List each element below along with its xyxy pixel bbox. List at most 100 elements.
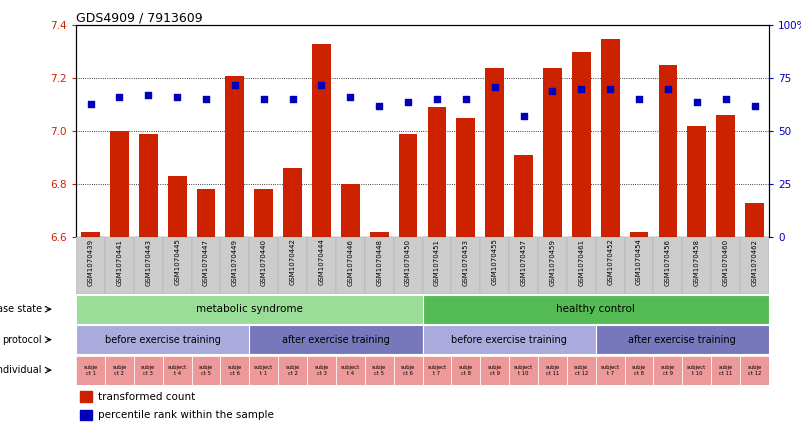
Text: subje
ct 5: subje ct 5 — [372, 365, 386, 376]
Bar — [79, 391, 92, 403]
Bar — [76, 25, 105, 237]
Bar — [191, 237, 220, 294]
Bar — [538, 237, 567, 294]
Text: GSM1070454: GSM1070454 — [636, 239, 642, 286]
Bar — [654, 355, 682, 385]
Bar — [336, 237, 364, 294]
Text: subject
t 1: subject t 1 — [254, 365, 273, 376]
Text: subje
ct 8: subje ct 8 — [459, 365, 473, 376]
Bar — [278, 355, 307, 385]
Text: subje
ct 12: subje ct 12 — [574, 365, 589, 376]
Point — [372, 102, 385, 109]
Bar — [79, 410, 92, 420]
Bar — [654, 25, 682, 237]
Bar — [134, 237, 163, 294]
Bar — [567, 25, 596, 237]
Point — [113, 94, 126, 101]
Bar — [393, 237, 422, 294]
Bar — [255, 190, 273, 237]
Bar — [452, 355, 481, 385]
Bar — [134, 355, 163, 385]
Point — [171, 94, 183, 101]
Bar — [509, 25, 538, 237]
Bar — [572, 52, 590, 237]
Text: GSM1070448: GSM1070448 — [376, 239, 382, 286]
Bar — [249, 25, 278, 237]
Bar — [711, 25, 740, 237]
Text: subject
t 7: subject t 7 — [428, 365, 447, 376]
Text: GSM1070440: GSM1070440 — [261, 239, 267, 286]
Text: subject
t 7: subject t 7 — [601, 365, 620, 376]
Text: subje
ct 5: subje ct 5 — [199, 365, 213, 376]
Bar — [428, 107, 446, 237]
Text: GSM1070447: GSM1070447 — [203, 239, 209, 286]
Bar — [278, 237, 307, 294]
Text: GSM1070451: GSM1070451 — [434, 239, 440, 286]
Text: GSM1070449: GSM1070449 — [231, 239, 238, 286]
Bar — [740, 237, 769, 294]
Bar — [307, 237, 336, 294]
Bar — [422, 25, 452, 237]
Text: metabolic syndrome: metabolic syndrome — [196, 304, 303, 314]
Bar — [596, 355, 625, 385]
Bar — [220, 237, 249, 294]
Text: GSM1070459: GSM1070459 — [549, 239, 555, 286]
Text: GSM1070442: GSM1070442 — [290, 239, 296, 286]
Point — [690, 98, 703, 105]
Text: GDS4909 / 7913609: GDS4909 / 7913609 — [76, 11, 203, 24]
Text: GSM1070460: GSM1070460 — [723, 239, 729, 286]
Bar — [452, 25, 481, 237]
Text: individual: individual — [0, 365, 42, 375]
Bar — [191, 25, 220, 237]
Text: GSM1070458: GSM1070458 — [694, 239, 700, 286]
Text: subje
ct 1: subje ct 1 — [83, 365, 98, 376]
Point — [719, 96, 732, 103]
Text: subje
ct 3: subje ct 3 — [141, 365, 155, 376]
Text: before exercise training: before exercise training — [105, 335, 220, 345]
Bar — [220, 355, 249, 385]
Text: subject
t 4: subject t 4 — [167, 365, 187, 376]
Text: GSM1070457: GSM1070457 — [521, 239, 526, 286]
Bar — [393, 355, 422, 385]
Bar — [196, 190, 215, 237]
Text: before exercise training: before exercise training — [451, 335, 567, 345]
Bar — [422, 355, 452, 385]
Text: transformed count: transformed count — [99, 392, 195, 402]
Bar — [654, 237, 682, 294]
Bar — [105, 25, 134, 237]
Point — [315, 81, 328, 88]
Bar — [596, 25, 625, 237]
Bar — [687, 126, 706, 237]
Bar — [284, 168, 302, 237]
Bar — [745, 203, 764, 237]
Text: GSM1070450: GSM1070450 — [405, 239, 411, 286]
Text: GSM1070456: GSM1070456 — [665, 239, 671, 286]
Text: subject
t 4: subject t 4 — [340, 365, 360, 376]
Text: subje
ct 2: subje ct 2 — [112, 365, 127, 376]
Bar — [76, 325, 249, 354]
Bar — [226, 76, 244, 237]
Point — [257, 96, 270, 103]
Text: GSM1070444: GSM1070444 — [319, 239, 324, 286]
Bar — [163, 237, 191, 294]
Bar — [341, 184, 360, 237]
Point — [344, 94, 356, 101]
Text: GSM1070446: GSM1070446 — [348, 239, 353, 286]
Bar — [105, 237, 134, 294]
Bar — [76, 294, 422, 324]
Text: subje
ct 6: subje ct 6 — [401, 365, 415, 376]
Bar — [422, 294, 769, 324]
Bar — [110, 131, 129, 237]
Text: subject
t 10: subject t 10 — [687, 365, 706, 376]
Bar — [740, 25, 769, 237]
Point — [460, 96, 473, 103]
Text: GSM1070439: GSM1070439 — [87, 239, 94, 286]
Bar — [364, 355, 393, 385]
Point — [401, 98, 414, 105]
Bar — [249, 355, 278, 385]
Bar — [711, 237, 740, 294]
Bar — [336, 25, 364, 237]
Bar — [278, 25, 307, 237]
Bar — [307, 355, 336, 385]
Bar — [658, 65, 678, 237]
